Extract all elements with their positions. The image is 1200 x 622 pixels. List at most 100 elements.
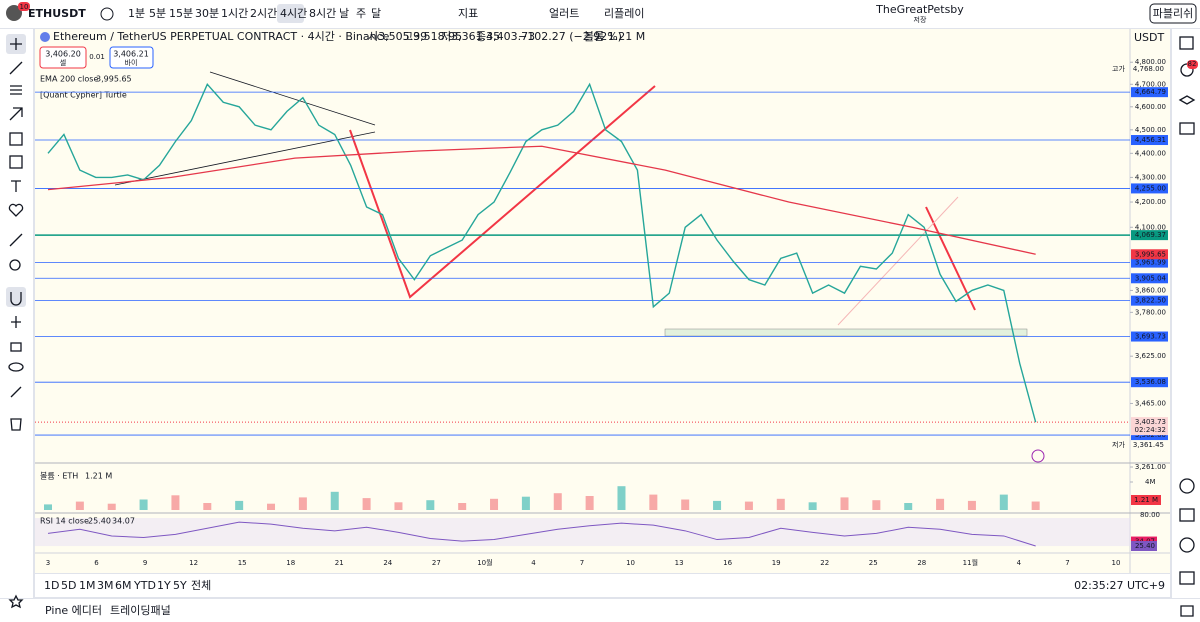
crosshair-tool[interactable] xyxy=(10,38,22,50)
interval[interactable]: 8시간 xyxy=(309,7,336,20)
range-btn[interactable]: 1D xyxy=(44,579,59,592)
shape-tool[interactable] xyxy=(9,132,23,146)
level-tag: 4,069.37 xyxy=(1135,231,1166,239)
trend-tool[interactable] xyxy=(9,61,23,75)
pine-tab[interactable]: Pine 에디터 xyxy=(45,604,102,617)
interval[interactable]: 1시간 xyxy=(221,7,248,20)
rsi-ma: 34.07 xyxy=(112,517,135,526)
watchlist-icon[interactable] xyxy=(1179,36,1194,50)
calendar-icon[interactable] xyxy=(1179,508,1195,522)
rsi-band xyxy=(35,518,1130,547)
interval[interactable]: 1분 xyxy=(128,7,145,20)
price-tick-label: 4,500.00 xyxy=(1135,126,1166,134)
volume-bar xyxy=(235,500,244,510)
notice-icon[interactable] xyxy=(1179,571,1195,585)
help-icon[interactable] xyxy=(1179,537,1195,553)
volume-bar xyxy=(999,494,1008,510)
range-btn[interactable]: YTD xyxy=(133,579,156,592)
range-btn[interactable]: 6M xyxy=(115,579,132,592)
text-tool[interactable] xyxy=(11,180,21,192)
indicators[interactable]: 지표 xyxy=(458,7,478,20)
range-btn[interactable]: 전체 xyxy=(191,579,211,592)
layers-icon[interactable] xyxy=(1178,95,1196,105)
interval[interactable]: 5분 xyxy=(149,7,166,20)
volume-bar xyxy=(872,500,881,510)
range-btn[interactable]: 5Y xyxy=(173,579,187,592)
left-toolbar xyxy=(0,29,33,598)
range-btn[interactable]: 1Y xyxy=(157,579,171,592)
level-tag-bg xyxy=(1131,87,1168,98)
ideas-icon[interactable] xyxy=(1179,478,1195,494)
interval[interactable]: 달 xyxy=(371,7,381,20)
ruler-tool[interactable] xyxy=(9,233,23,247)
interval[interactable]: 2시간 xyxy=(250,7,277,20)
hide-tool[interactable] xyxy=(8,362,24,372)
time-label: 24 xyxy=(383,559,392,567)
time-label: 7 xyxy=(1065,559,1069,567)
range-btn[interactable]: 5D xyxy=(61,579,76,592)
panel-tab[interactable]: 트레이딩패널 xyxy=(110,604,171,617)
legend-title: Ethereum / TetherUS PERPETUAL CONTRACT ·… xyxy=(53,30,390,43)
level-tag-bg xyxy=(1131,183,1168,194)
replay[interactable]: 리플레이 xyxy=(604,7,644,20)
footer xyxy=(0,599,1200,622)
measure-tool[interactable] xyxy=(9,155,23,169)
volume-bar xyxy=(139,499,148,510)
time-label: 19 xyxy=(772,559,781,567)
time-label: 27 xyxy=(432,559,441,567)
time-label: 18 xyxy=(286,559,295,567)
sell-box[interactable] xyxy=(39,46,87,69)
link-tool[interactable] xyxy=(10,386,22,398)
buy-box[interactable] xyxy=(109,46,154,69)
symbol-logo xyxy=(6,5,22,21)
alerts[interactable]: 얼러트 xyxy=(549,6,579,20)
rsi-label: RSI 14 close xyxy=(40,517,89,526)
price-tick-label: 4,300.00 xyxy=(1135,173,1166,181)
channel-drawing xyxy=(837,196,959,326)
time-label: 13 xyxy=(675,559,684,567)
magnet-tool[interactable] xyxy=(10,292,22,306)
interval[interactable]: 30분 xyxy=(195,7,219,20)
rsi-axis-label: 80.00 xyxy=(1140,511,1160,519)
interval[interactable]: 15분 xyxy=(169,7,193,20)
publish-btn[interactable] xyxy=(1149,3,1197,24)
volume-bar xyxy=(298,497,307,510)
level-tag-bg xyxy=(1131,230,1168,241)
chat-icon[interactable] xyxy=(1179,122,1195,135)
volume-bar xyxy=(75,501,84,510)
magnet-bg[interactable] xyxy=(6,287,26,307)
fav-tool[interactable] xyxy=(8,203,24,217)
interval[interactable]: 주 xyxy=(356,7,366,20)
price-tick-label: 4,700.00 xyxy=(1135,80,1166,88)
volume-bar xyxy=(936,498,945,510)
time-label: 4 xyxy=(1017,559,1022,567)
countdown: 02:24:32 xyxy=(1135,426,1166,434)
lock-draw-tool[interactable] xyxy=(11,316,21,328)
right-icons[interactable] xyxy=(1178,36,1196,617)
pattern-tool[interactable] xyxy=(9,107,23,121)
time-label: 9 xyxy=(143,559,147,567)
interval[interactable]: 날 xyxy=(339,7,349,20)
star-tool[interactable] xyxy=(8,594,24,609)
range-btn[interactable]: 1M xyxy=(79,579,96,592)
panel-icon[interactable] xyxy=(1180,605,1194,617)
tool-icons[interactable] xyxy=(6,34,26,609)
time-label: 11월 xyxy=(963,558,978,567)
user[interactable]: TheGreatPetsby xyxy=(875,3,964,16)
volume-bar xyxy=(840,497,849,510)
zoom-tool[interactable] xyxy=(9,259,21,271)
time-label: 12 xyxy=(189,559,198,567)
volume-bar xyxy=(458,503,467,510)
lock-tool[interactable] xyxy=(10,342,22,352)
fib-tool[interactable] xyxy=(10,85,22,95)
alert-icon[interactable] xyxy=(1031,449,1045,463)
save-state: 저장 xyxy=(914,15,927,24)
range-btn[interactable]: 3M xyxy=(97,579,114,592)
trash-tool[interactable] xyxy=(10,418,22,431)
time-label: 22 xyxy=(820,559,829,567)
rsi-value: 25.40 xyxy=(88,517,111,526)
publish[interactable]: 파블리쉬 xyxy=(1153,7,1193,20)
right-badge-bg xyxy=(1187,60,1198,69)
interval[interactable]: 4시간 xyxy=(280,7,307,20)
symbol[interactable]: ETHUSDT xyxy=(28,7,86,20)
